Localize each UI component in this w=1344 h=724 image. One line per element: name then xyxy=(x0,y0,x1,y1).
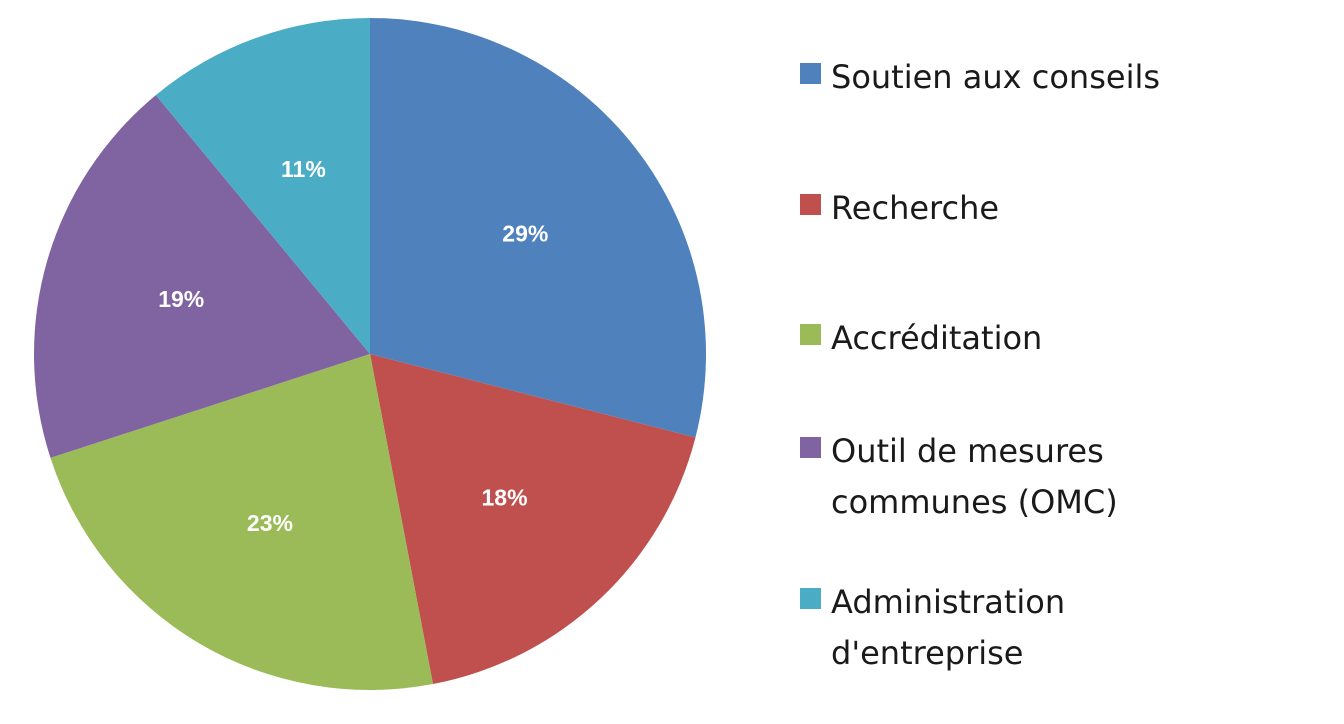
legend-item: Administration d'entreprise xyxy=(800,577,1291,679)
legend-label: Soutien aux conseils xyxy=(831,58,1161,96)
slice-value-label: 19% xyxy=(158,286,204,312)
pie-slice xyxy=(370,18,706,438)
pie-slice xyxy=(50,354,433,690)
legend-label: Recherche xyxy=(831,189,1000,227)
pie-slice xyxy=(155,18,370,354)
legend-item: Soutien aux conseils xyxy=(800,52,1291,103)
legend-swatch xyxy=(800,437,821,458)
chart-legend: Soutien aux conseils Recherche Accréditati… xyxy=(800,0,1320,724)
slice-value-label: 29% xyxy=(502,221,548,247)
legend-swatch xyxy=(800,194,821,215)
legend-item: Accréditation xyxy=(800,313,1291,364)
legend-swatch xyxy=(800,588,821,609)
legend-label: Outil de mesures communes (OMC) xyxy=(831,432,1118,521)
legend-item: Outil de mesures communes (OMC) xyxy=(800,426,1291,528)
legend-swatch xyxy=(800,324,821,345)
pie-slice xyxy=(370,354,696,685)
slice-value-label: 23% xyxy=(247,510,293,536)
legend-label: Accréditation xyxy=(831,319,1043,357)
legend-label: Administration d'entreprise xyxy=(831,583,1066,672)
pie-chart: 29% 18% 23% 19% 11% xyxy=(33,18,706,690)
legend-item: Recherche xyxy=(800,183,1291,234)
slice-value-label: 11% xyxy=(281,156,326,182)
slice-value-label: 18% xyxy=(482,484,528,510)
pie-slice xyxy=(33,95,370,458)
legend-swatch xyxy=(800,63,821,84)
